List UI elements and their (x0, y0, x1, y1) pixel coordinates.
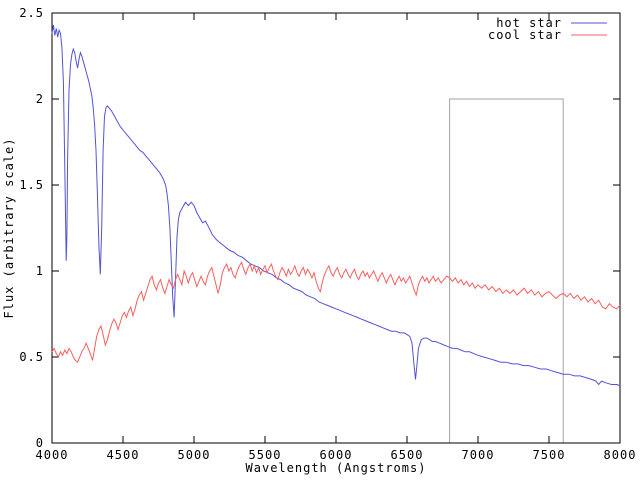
x-tick-label: 6500 (391, 448, 424, 462)
x-tick-label: 4000 (36, 448, 69, 462)
x-axis-label: Wavelength (Angstroms) (246, 461, 427, 475)
y-tick-label: 0.5 (19, 350, 44, 364)
x-tick-label: 5000 (178, 448, 211, 462)
legend-label-cool-star: cool star (488, 28, 562, 42)
y-tick-label: 1.5 (19, 178, 44, 192)
highlight-band-layer (449, 98, 564, 444)
x-tick-label: 7000 (462, 448, 495, 462)
series-layer (51, 24, 621, 387)
highlight-band-rect (449, 98, 564, 444)
x-tick-label: 6000 (320, 448, 353, 462)
x-axis-ticks: 4000 4500 5000 5500 6000 6500 7000 7500 8000 (36, 13, 637, 462)
x-tick-label: 8000 (604, 448, 637, 462)
y-tick-label: 0 (36, 436, 44, 450)
plot-border (51, 12, 621, 444)
x-tick-label: 7500 (533, 448, 566, 462)
x-tick-label: 5500 (249, 448, 282, 462)
y-axis-label: Flux (arbitrary scale) (2, 138, 16, 319)
cool-star-curve (51, 261, 621, 364)
hot-star-curve (51, 24, 621, 387)
y-tick-label: 2 (36, 92, 44, 106)
y-tick-label: 1 (36, 264, 44, 278)
y-axis-ticks: 0 0.5 1 1.5 2 2.5 (19, 6, 620, 450)
y-tick-label: 2.5 (19, 6, 44, 20)
x-tick-label: 4500 (107, 448, 140, 462)
legend-label-hot-star: hot star (496, 16, 562, 30)
